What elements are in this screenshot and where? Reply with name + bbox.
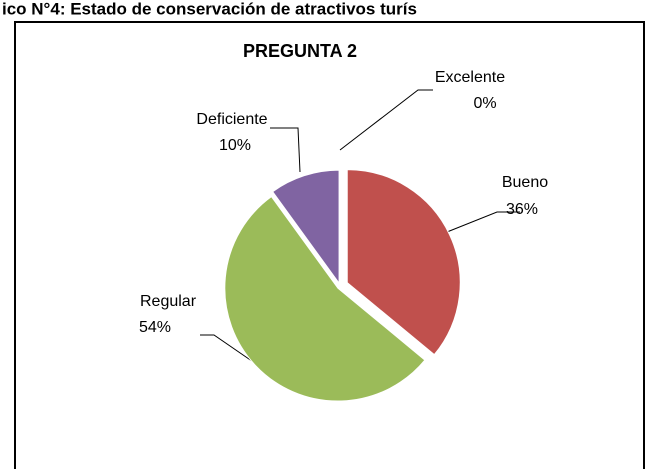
chart-title: PREGUNTA 2 (243, 41, 357, 61)
leader-line (200, 334, 263, 369)
pie-slice (346, 169, 461, 356)
slice-value-label: 0% (473, 95, 496, 112)
pie-slice (271, 169, 340, 285)
slice-value-label: 10% (219, 137, 251, 154)
leader-line (446, 211, 520, 233)
leader-line (270, 127, 301, 173)
slice-label: Excelente (435, 69, 505, 86)
leader-line (339, 89, 433, 151)
page-header: ico N°4: Estado de conservación de atrac… (2, 0, 417, 18)
slice-value-label: 54% (139, 319, 171, 336)
leader-lines (200, 89, 520, 369)
pie-slice (224, 195, 426, 402)
slice-label: Regular (140, 293, 197, 310)
slice-label: Bueno (502, 174, 548, 191)
slice-value-label: 36% (506, 201, 538, 218)
slice-label: Deficiente (196, 111, 267, 128)
